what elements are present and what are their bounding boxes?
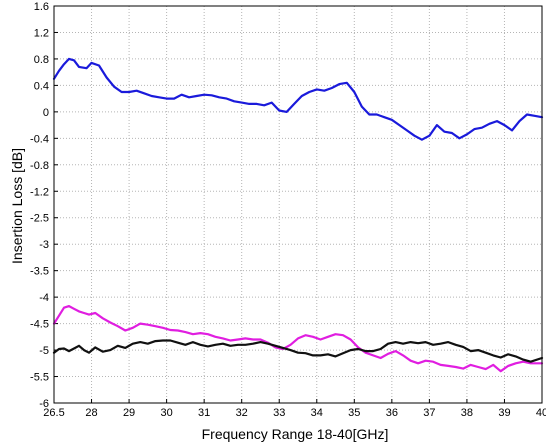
series-line-1 [52, 57, 544, 141]
grid [53, 5, 543, 404]
x-tick-labels: 26.5 28 29 30 31 32 33 34 35 36 37 38 39 40 [43, 407, 546, 419]
x-tick-label: 32 [236, 407, 248, 419]
x-tick-label: 26.5 [43, 407, 64, 419]
x-tick-label: 35 [348, 407, 360, 419]
x-tick-label: 28 [85, 407, 97, 419]
x-tick-label: 40 [536, 407, 546, 419]
x-tick-label: 37 [423, 407, 435, 419]
y-tick-labels: 1.6 1.2 0.8 0.4 0 -0.4 -0.8 -1.2 -2.5 -3 -3.5 -4 -4.… [30, 1, 49, 410]
y-tick-label: -3.5 [30, 266, 49, 278]
y-tick-label: -5 [39, 345, 49, 357]
y-tick-label: -2.5 [30, 213, 49, 225]
x-tick-label: 33 [273, 407, 285, 419]
y-tick-label: -3 [39, 239, 49, 251]
x-tick-label: 38 [461, 407, 473, 419]
y-tick-label: 0 [43, 107, 49, 119]
y-tick-label: -1.2 [30, 186, 49, 198]
y-tick-label: -4 [39, 292, 49, 304]
series-line-3 [52, 339, 544, 363]
y-tick-label: -5.5 [30, 372, 49, 384]
x-tick-label: 30 [160, 407, 172, 419]
x-tick-label: 36 [386, 407, 398, 419]
x-tick-label: 34 [311, 407, 323, 419]
x-tick-label: 39 [498, 407, 510, 419]
x-tick-label: 29 [123, 407, 135, 419]
y-tick-label: -0.4 [30, 133, 49, 145]
x-tick-label: 31 [198, 407, 210, 419]
y-tick-label: -6 [39, 398, 49, 410]
y-tick-label: -0.8 [30, 160, 49, 172]
y-tick-label: 0.8 [34, 54, 49, 66]
y-tick-label: 0.4 [34, 80, 49, 92]
y-tick-label: 1.6 [34, 1, 49, 13]
y-axis-label: Insertion Loss [dB] [9, 148, 25, 264]
y-tick-label: 1.2 [34, 27, 49, 39]
y-tick-label: -4.5 [30, 319, 49, 331]
x-axis-label: Frequency Range 18-40[GHz] [202, 426, 389, 442]
series-group [52, 57, 544, 373]
series-line-2 [52, 305, 544, 373]
plot-frame [53, 5, 543, 404]
